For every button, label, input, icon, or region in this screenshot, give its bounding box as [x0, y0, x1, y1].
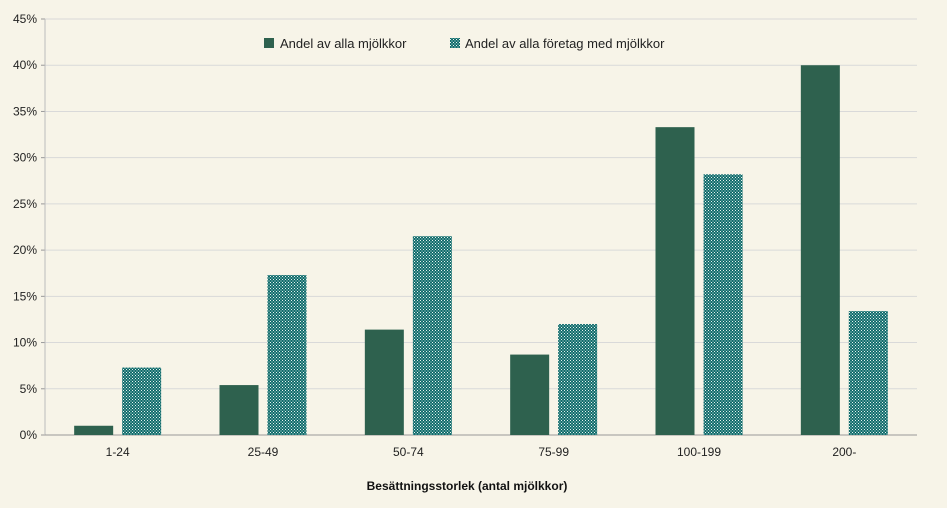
x-tick-label: 1-24 — [106, 445, 130, 459]
legend-swatch-dotted — [450, 38, 460, 48]
x-tick-label: 75-99 — [538, 445, 569, 459]
bar-foretag-100-199 — [703, 174, 743, 435]
y-tick-label: 5% — [20, 382, 38, 396]
x-tick-label: 50-74 — [393, 445, 424, 459]
legend-label-1: Andel av alla mjölkkor — [280, 36, 407, 51]
legend-label-2: Andel av alla företag med mjölkkor — [465, 36, 665, 51]
x-tick-label: 100-199 — [677, 445, 721, 459]
x-axis-ticks: 1-24 25-49 50-74 75-99 100-199 200- — [106, 445, 857, 459]
bar-foretag-200- — [848, 311, 888, 435]
legend-swatch-solid — [264, 38, 274, 48]
bar-foretag-75-99 — [558, 324, 598, 435]
y-tick-label: 40% — [13, 58, 37, 72]
bar-mjolkkor-200- — [800, 65, 840, 435]
y-tick-label: 10% — [13, 336, 37, 350]
bar-mjolkkor-1-24 — [74, 425, 114, 435]
y-tick-label: 0% — [20, 428, 38, 442]
bar-mjolkkor-25-49 — [219, 385, 259, 435]
bar-foretag-25-49 — [267, 275, 307, 435]
gridlines — [45, 18, 917, 390]
x-tick-label: 200- — [832, 445, 856, 459]
legend: Andel av alla mjölkkor Andel av alla för… — [264, 36, 665, 51]
x-axis-title: Besättningsstorlek (antal mjölkkor) — [367, 479, 568, 493]
y-tick-label: 30% — [13, 151, 37, 165]
bar-mjolkkor-100-199 — [655, 127, 695, 435]
bar-mjolkkor-50-74 — [364, 329, 404, 435]
y-tick-label: 15% — [13, 289, 37, 303]
x-tick-label: 25-49 — [248, 445, 279, 459]
bars — [74, 65, 888, 435]
bar-mjolkkor-75-99 — [510, 354, 550, 435]
y-tick-label: 45% — [13, 12, 37, 26]
y-tick-label: 25% — [13, 197, 37, 211]
bar-foretag-50-74 — [412, 236, 452, 435]
bar-foretag-1-24 — [122, 367, 162, 435]
y-tick-label: 20% — [13, 243, 37, 257]
y-tick-label: 35% — [13, 104, 37, 118]
y-axis-ticks: 0% 5% 10% 15% 20% 25% 30% 35% 40% 45% — [13, 12, 45, 442]
